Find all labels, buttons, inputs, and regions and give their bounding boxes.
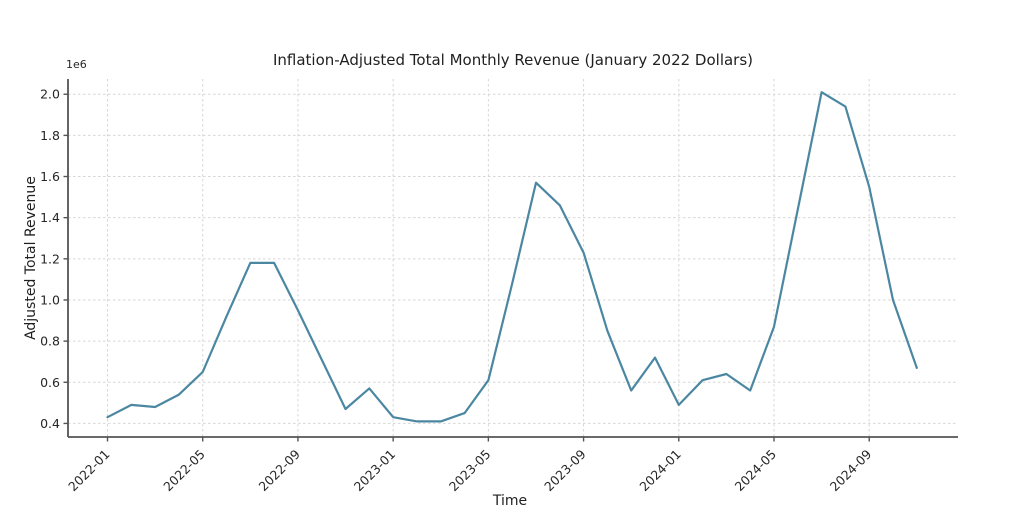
y-tick-label: 1.6	[40, 169, 60, 184]
y-tick-label: 0.6	[40, 375, 60, 390]
x-tick-label: 2024-05	[732, 447, 780, 495]
y-tick-label: 1.0	[40, 292, 60, 307]
x-tick-label: 2024-01	[636, 447, 684, 495]
x-tick-label: 2022-09	[256, 446, 304, 494]
x-tick-label: 2024-09	[827, 446, 875, 494]
y-axis-title: Adjusted Total Revenue	[23, 176, 39, 340]
x-axis-title: Time	[492, 493, 528, 509]
chart-title: Inflation-Adjusted Total Monthly Revenue…	[272, 51, 754, 69]
y-tick-label: 1.2	[40, 251, 60, 266]
y-tick-label: 2.0	[40, 87, 60, 102]
x-tick-label: 2023-05	[446, 447, 494, 495]
x-tick-label: 2023-01	[351, 447, 399, 495]
y-tick-label: 0.4	[40, 416, 60, 431]
x-tick-label: 2022-05	[160, 447, 208, 495]
y-axis-offset-label: 1e6	[66, 58, 87, 71]
x-tick-label: 2022-01	[65, 447, 113, 495]
revenue-series-line	[106, 91, 918, 423]
y-tick-label: 0.8	[40, 334, 60, 349]
y-tick-label: 1.8	[40, 128, 60, 143]
y-tick-label: 1.4	[40, 210, 60, 225]
x-tick-label: 2023-09	[541, 446, 589, 494]
